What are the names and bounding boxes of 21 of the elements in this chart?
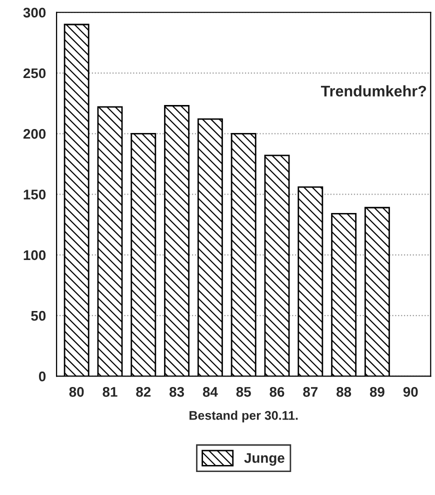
- x-tick-label: 80: [69, 386, 84, 397]
- x-tick-label: 89: [370, 386, 384, 397]
- annotation: Trendumkehr?: [320, 85, 426, 97]
- x-tick-label: 86: [270, 386, 284, 397]
- y-tick-label: 50: [31, 310, 46, 321]
- y-tick-label: 100: [24, 250, 46, 260]
- x-tick-label: 84: [202, 386, 218, 397]
- y-tick-label: 200: [23, 128, 46, 139]
- x-axis-title: Bestand per 30.11.: [190, 410, 298, 422]
- x-tick-label: 90: [403, 386, 418, 397]
- x-tick-label: 88: [336, 386, 352, 397]
- y-tick-label: 150: [24, 190, 46, 200]
- y-tick-label: 0: [38, 372, 46, 382]
- x-tick-label: 81: [102, 386, 118, 397]
- x-tick-label: 82: [136, 386, 151, 397]
- legend-label: Junge: [244, 453, 284, 466]
- x-tick-label: 85: [236, 386, 251, 397]
- x-tick-label: 83: [170, 386, 184, 397]
- x-tick-label: 87: [303, 386, 318, 397]
- y-tick-label: 300: [23, 8, 46, 18]
- y-tick-label: 250: [23, 68, 46, 78]
